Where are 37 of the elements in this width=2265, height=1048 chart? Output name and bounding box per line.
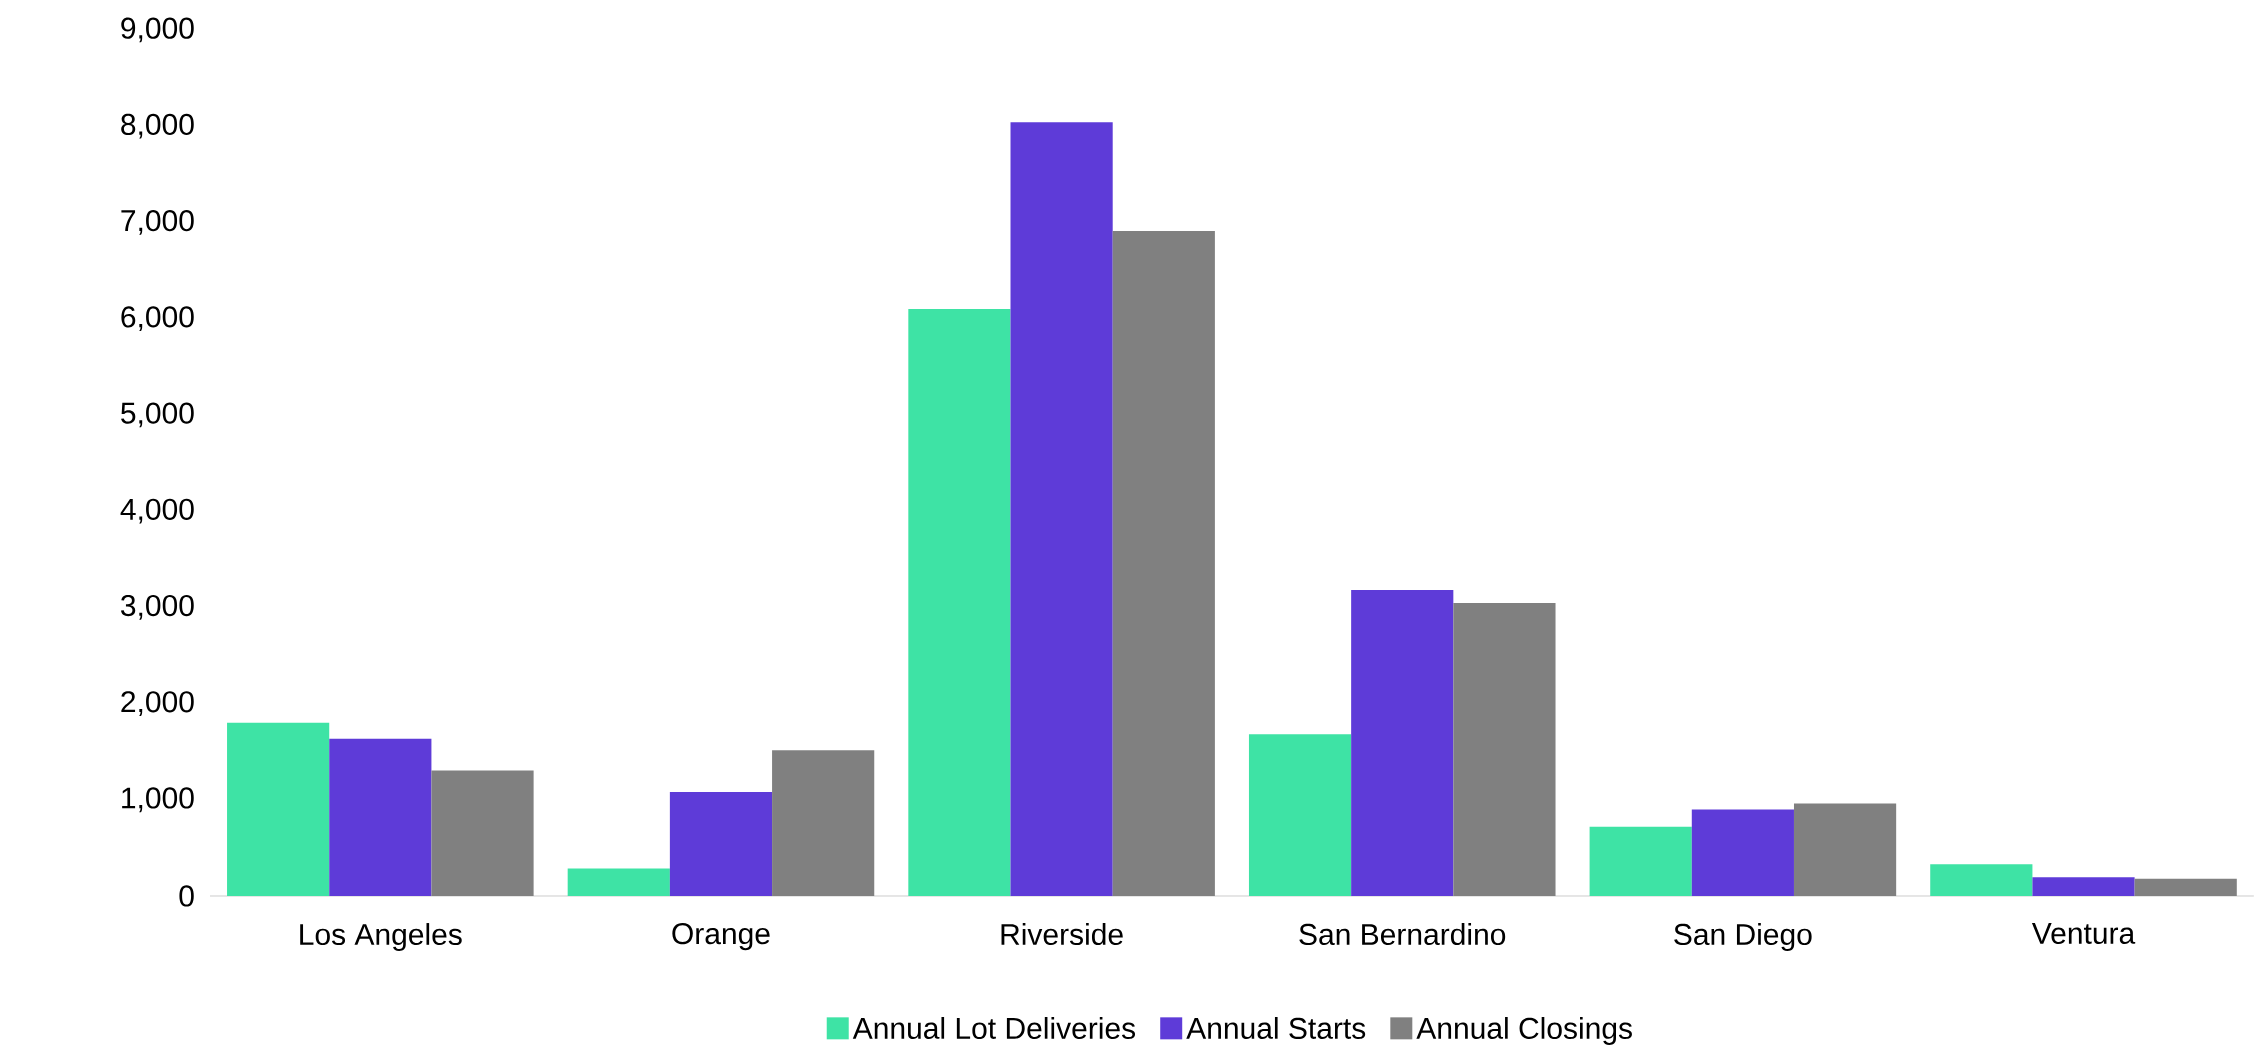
- bar: [772, 750, 875, 896]
- bar: [227, 722, 330, 896]
- bar: [2032, 877, 2135, 896]
- bar: [1010, 122, 1113, 896]
- legend-label: Annual Starts: [1186, 1016, 1366, 1039]
- y-tick-label: 4,000: [120, 498, 194, 524]
- y-tick-label: 8,000: [121, 113, 194, 139]
- bar: [1589, 826, 1692, 896]
- bar: [431, 770, 534, 896]
- y-tick-label: 1,000: [122, 787, 194, 813]
- y-tick-label: 3,000: [121, 594, 194, 620]
- bar: [1453, 602, 1556, 896]
- bar: [1930, 864, 2033, 896]
- bar: [329, 738, 432, 896]
- y-tick-label: 5,000: [121, 402, 194, 428]
- y-tick-label: 9,000: [121, 17, 194, 43]
- bar: [2134, 878, 2237, 896]
- x-tick-label: Orange: [672, 923, 770, 951]
- y-tick-label: 6,000: [121, 306, 194, 332]
- bar: [1248, 734, 1352, 896]
- bar: [1691, 809, 1794, 896]
- bar: [567, 868, 670, 896]
- y-tick-label: 2,000: [121, 691, 194, 716]
- bar: [1793, 803, 1897, 896]
- x-tick-label: San Diego: [1674, 923, 1812, 951]
- bar: [1351, 590, 1454, 896]
- x-tick-label: Riverside: [1001, 923, 1123, 946]
- legend-label: Annual Lot Deliveries: [852, 1016, 1136, 1039]
- x-tick-label: Ventura: [2031, 923, 2136, 944]
- y-tick-label: 7,000: [121, 210, 194, 235]
- bar: [669, 792, 773, 896]
- y-tick-label: 0: [179, 885, 194, 907]
- x-tick-label: Los Angeles: [300, 923, 462, 951]
- legend-label: Annual Closings: [1416, 1016, 1632, 1045]
- bar: [1112, 231, 1215, 896]
- x-tick-label: San Bernardino: [1299, 923, 1506, 946]
- bar: [908, 309, 1011, 896]
